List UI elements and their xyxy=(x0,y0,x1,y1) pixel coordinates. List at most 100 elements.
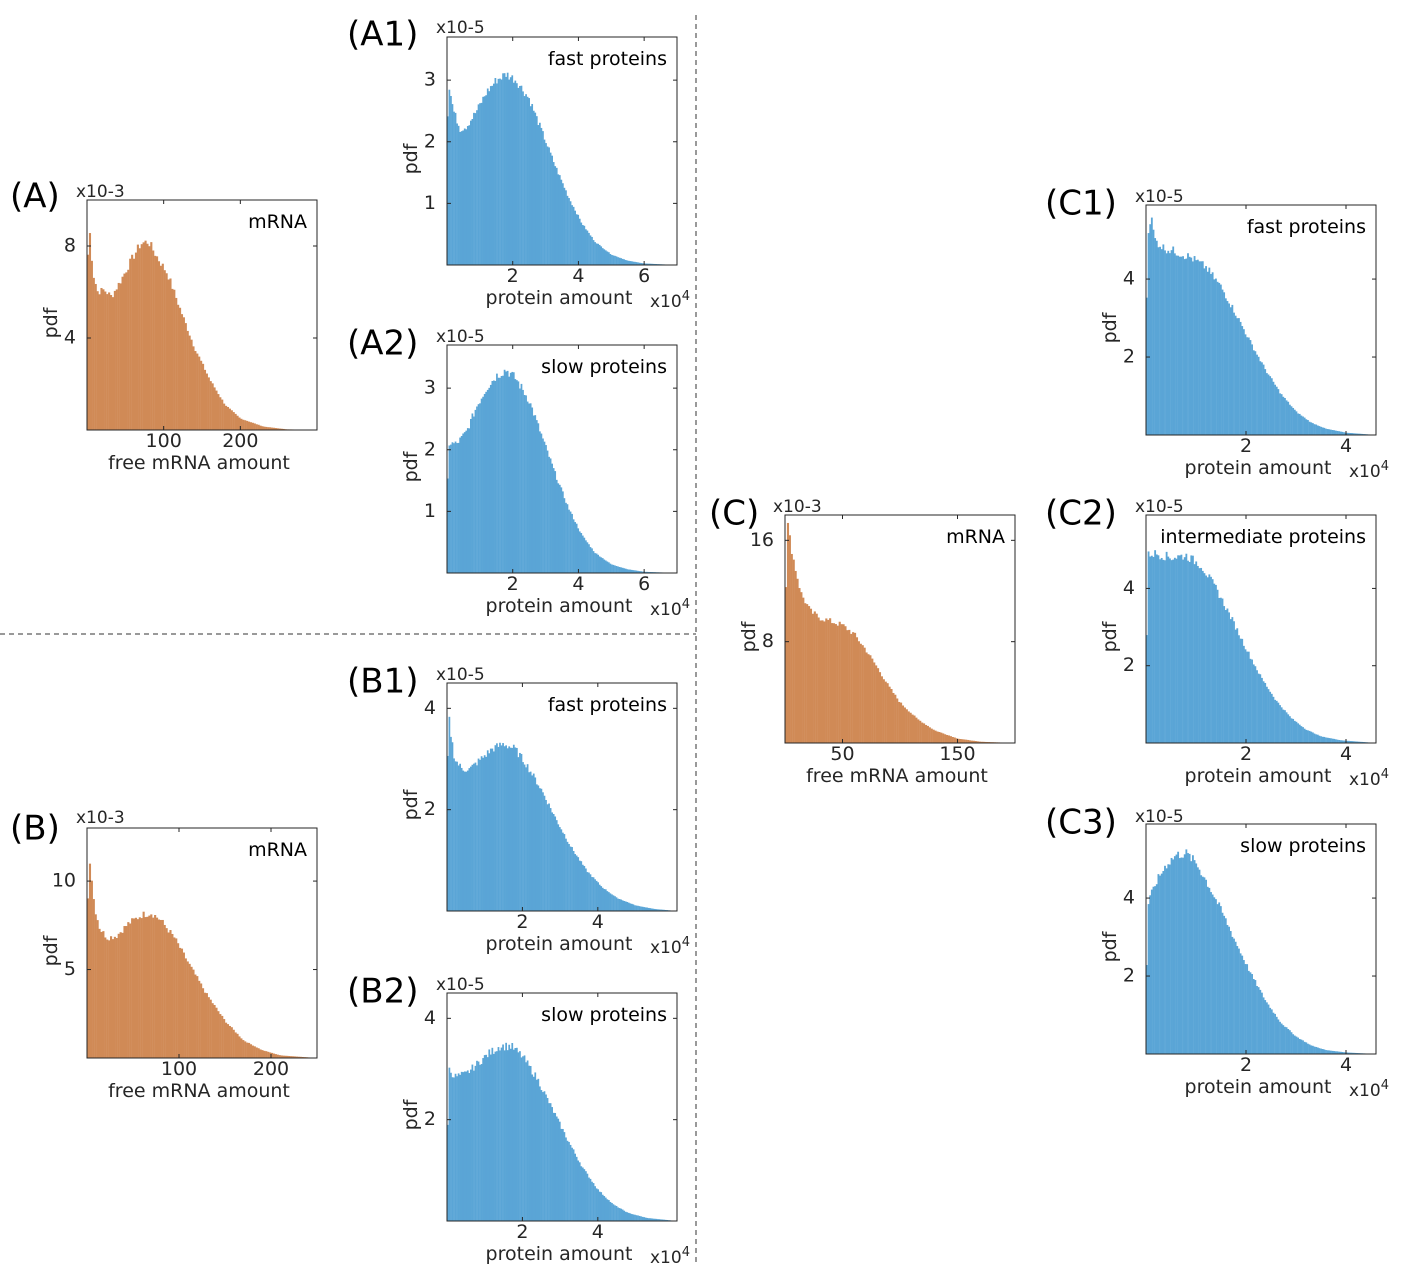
y-exponent-label: x10-3 xyxy=(76,808,125,828)
y-tick-label: 4 xyxy=(424,697,436,719)
histogram-bar xyxy=(459,1074,461,1221)
histogram-bar xyxy=(294,1056,297,1058)
histogram-bar xyxy=(125,272,128,430)
histogram-bar xyxy=(223,1019,226,1058)
histogram-bar xyxy=(537,785,540,911)
histogram-bar xyxy=(834,624,837,743)
histogram-bar xyxy=(496,83,498,266)
histogram-bar xyxy=(539,431,541,573)
histogram-bar xyxy=(581,1167,584,1221)
histogram-bar xyxy=(150,914,153,1058)
histogram-bar xyxy=(1348,740,1350,743)
histogram-bar xyxy=(545,799,547,911)
histogram-bar xyxy=(657,909,659,911)
histogram-bar xyxy=(1247,651,1250,743)
x-exponent-label: x104 xyxy=(650,597,690,620)
histogram-bar xyxy=(580,533,583,573)
histogram-bar xyxy=(113,936,116,1058)
histogram-bar xyxy=(190,966,193,1058)
histogram-bar xyxy=(104,937,107,1058)
histogram-bar xyxy=(161,263,164,430)
histogram-bars xyxy=(447,369,678,573)
histogram-bar xyxy=(1300,1039,1303,1054)
histogram-bar xyxy=(597,554,599,573)
histogram-bar xyxy=(661,909,664,911)
x-exponent-label: x104 xyxy=(650,935,690,958)
histogram-bar xyxy=(453,111,455,265)
histogram-bar xyxy=(850,633,853,743)
histogram-bar xyxy=(1270,1009,1273,1054)
x-tick-label: 2 xyxy=(516,1221,528,1243)
histogram-bar xyxy=(644,1217,647,1221)
histogram-bar xyxy=(465,771,468,911)
histogram-bar xyxy=(1198,261,1201,435)
histogram-bar xyxy=(558,175,561,265)
histogram-bar xyxy=(869,655,872,743)
histogram-bar xyxy=(657,1219,659,1221)
histogram-bar xyxy=(489,384,492,573)
histogram-bar xyxy=(1155,884,1158,1054)
histogram-bar xyxy=(1269,691,1272,743)
histogram-bar xyxy=(857,641,860,743)
histogram-bar xyxy=(1196,565,1199,743)
histogram-bar xyxy=(1192,261,1194,435)
histogram-bar xyxy=(555,167,558,265)
histogram-bar xyxy=(566,841,569,911)
histogram-bar xyxy=(1211,272,1214,435)
histogram-bar xyxy=(808,606,811,743)
histogram-bar xyxy=(202,363,205,430)
histogram-bar xyxy=(1325,737,1327,743)
x-tick-label: 2 xyxy=(1240,435,1252,457)
histogram-bar xyxy=(1157,874,1160,1054)
histogram-bar xyxy=(1361,741,1364,743)
histogram-bar xyxy=(1328,738,1331,743)
histogram-bar xyxy=(1262,364,1265,435)
histogram-bar xyxy=(1203,268,1206,435)
histogram-bar xyxy=(157,261,161,430)
histogram-bar xyxy=(534,777,537,911)
x-tick-label: 6 xyxy=(638,265,650,287)
histogram-bar xyxy=(1356,741,1359,743)
series-label: intermediate proteins xyxy=(1160,526,1366,548)
histogram-bar xyxy=(1262,681,1265,743)
histogram-bar xyxy=(575,523,578,573)
histogram-bar xyxy=(505,76,507,265)
histogram-bar xyxy=(535,420,538,573)
histogram-bar xyxy=(509,372,512,573)
histogram-bar xyxy=(836,625,839,743)
histogram-bar xyxy=(522,1056,524,1221)
histogram-bar xyxy=(456,443,458,573)
histogram-bar xyxy=(476,1060,478,1221)
histogram-bar xyxy=(629,569,632,573)
histogram-bar xyxy=(1244,649,1247,743)
histogram-bar xyxy=(1336,430,1339,435)
histogram-bar xyxy=(1200,261,1203,435)
histogram-bar xyxy=(476,406,478,573)
histogram-bar xyxy=(522,389,524,573)
histogram-bar xyxy=(620,567,622,573)
histogram-bar xyxy=(1349,741,1352,743)
histogram-bar xyxy=(480,1064,483,1221)
histogram-bar xyxy=(477,758,480,911)
histogram-bar xyxy=(598,1191,601,1221)
histogram-bar xyxy=(888,686,891,743)
histogram-bar xyxy=(1308,1044,1311,1054)
histogram-bar xyxy=(92,899,95,1058)
histogram-bar xyxy=(292,1056,295,1058)
histogram-bar xyxy=(1177,555,1180,743)
histogram-bar xyxy=(173,289,176,430)
histogram-bar xyxy=(572,1149,575,1221)
histogram-bar xyxy=(591,877,593,911)
histogram-bar xyxy=(140,244,143,430)
histogram-bar xyxy=(1349,1052,1352,1054)
histogram-bar xyxy=(1241,326,1244,435)
y-tick-label: 1 xyxy=(424,500,436,522)
histogram-bar xyxy=(905,709,908,743)
x-exponent-label: x104 xyxy=(1349,767,1389,790)
histogram-bar xyxy=(1162,871,1165,1054)
histogram-bar xyxy=(875,665,878,743)
histogram-bar xyxy=(238,1036,241,1058)
histogram-bar xyxy=(196,976,199,1058)
histogram-bar xyxy=(652,263,655,265)
histogram-bar xyxy=(519,752,521,911)
